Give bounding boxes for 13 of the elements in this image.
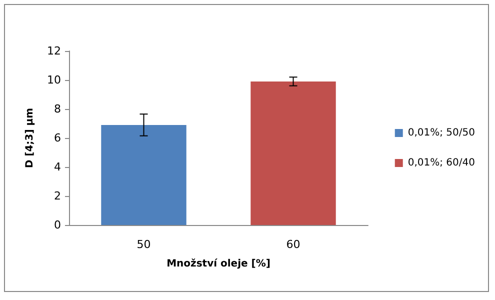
x-axis-title: Množství oleje [%] — [166, 258, 270, 270]
y-tick-label: 12 — [47, 44, 61, 58]
x-tick-label: 60 — [286, 238, 300, 251]
legend-label: 0,01%; 60/40 — [408, 158, 476, 168]
y-tick-label: 2 — [54, 190, 61, 202]
y-axis-title: D [4;3] µm — [24, 108, 36, 168]
y-tick-label: 8 — [54, 102, 61, 116]
y-tick-label: 0 — [54, 218, 61, 232]
legend-label: 0,01%; 50/50 — [408, 128, 476, 138]
x-tick-label: 50 — [136, 238, 151, 251]
y-tick-label: 10 — [47, 74, 61, 86]
y-tick-label: 6 — [54, 132, 61, 144]
y-tick-label: 4 — [54, 160, 61, 174]
